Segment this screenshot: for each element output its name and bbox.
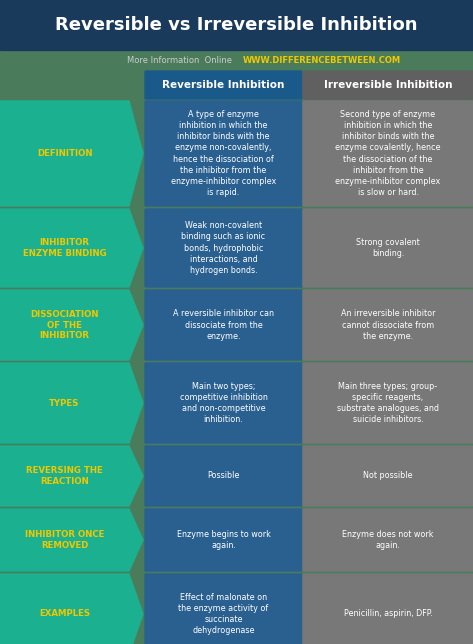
Text: Effect of malonate on
the enzyme activity of
succinate
dehydrogenase: Effect of malonate on the enzyme activit… (178, 593, 269, 635)
Text: TYPES: TYPES (49, 399, 79, 408)
Text: A type of enzyme
inhibition in which the
inhibitor binds with the
enzyme non-cov: A type of enzyme inhibition in which the… (171, 110, 276, 197)
Text: INHIBITOR ONCE
REMOVED: INHIBITOR ONCE REMOVED (25, 530, 104, 550)
FancyBboxPatch shape (145, 509, 302, 571)
Text: EXAMPLES: EXAMPLES (39, 609, 90, 618)
FancyBboxPatch shape (303, 363, 473, 443)
Polygon shape (0, 363, 143, 443)
Polygon shape (0, 290, 143, 360)
Text: Main two types;
competitive inhibition
and non-competitive
inhibition.: Main two types; competitive inhibition a… (180, 382, 267, 424)
FancyBboxPatch shape (145, 446, 302, 506)
Text: Main three types; group-
specific reagents,
substrate analogues, and
suicide inh: Main three types; group- specific reagen… (337, 382, 439, 424)
Text: Reversible Inhibition: Reversible Inhibition (162, 80, 285, 90)
Text: Possible: Possible (207, 471, 240, 480)
FancyBboxPatch shape (145, 101, 302, 206)
Text: DEFINITION: DEFINITION (37, 149, 92, 158)
FancyBboxPatch shape (303, 101, 473, 206)
Text: Irreversible Inhibition: Irreversible Inhibition (324, 80, 452, 90)
Text: An irreversible inhibitor
cannot dissociate from
the enzyme.: An irreversible inhibitor cannot dissoci… (341, 309, 435, 341)
Text: Second type of enzyme
inhibition in which the
inhibitor binds with the
enzyme co: Second type of enzyme inhibition in whic… (335, 110, 441, 197)
FancyBboxPatch shape (303, 209, 473, 287)
Text: Strong covalent
binding.: Strong covalent binding. (356, 238, 420, 258)
Text: Enzyme begins to work
again.: Enzyme begins to work again. (176, 530, 271, 550)
Polygon shape (0, 101, 143, 206)
FancyBboxPatch shape (145, 363, 302, 443)
Polygon shape (0, 209, 143, 287)
Text: REVERSING THE
REACTION: REVERSING THE REACTION (26, 466, 103, 486)
FancyBboxPatch shape (145, 71, 302, 99)
Text: DISSOCIATION
OF THE
INHIBITOR: DISSOCIATION OF THE INHIBITOR (30, 310, 99, 340)
FancyBboxPatch shape (303, 290, 473, 360)
Polygon shape (0, 509, 143, 571)
Text: Enzyme does not work
again.: Enzyme does not work again. (342, 530, 434, 550)
Polygon shape (0, 446, 143, 506)
FancyBboxPatch shape (303, 71, 473, 99)
Bar (0, 0, 473, 50)
Text: Reversible vs Irreversible Inhibition: Reversible vs Irreversible Inhibition (55, 16, 418, 34)
FancyBboxPatch shape (303, 574, 473, 644)
Text: INHIBITOR
ENZYME BINDING: INHIBITOR ENZYME BINDING (23, 238, 106, 258)
Polygon shape (0, 574, 143, 644)
FancyBboxPatch shape (145, 574, 302, 644)
Text: A reversible inhibitor can
dissociate from the
enzyme.: A reversible inhibitor can dissociate fr… (173, 309, 274, 341)
Text: Weak non-covalent
binding such as ionic
bonds, hydrophobic
interactions, and
hyd: Weak non-covalent binding such as ionic … (182, 222, 265, 275)
FancyBboxPatch shape (145, 209, 302, 287)
Text: More Information  Online: More Information Online (127, 55, 232, 64)
Text: WWW.DIFFERENCEBETWEEN.COM: WWW.DIFFERENCEBETWEEN.COM (243, 55, 401, 64)
Text: Not possible: Not possible (363, 471, 413, 480)
FancyBboxPatch shape (303, 509, 473, 571)
FancyBboxPatch shape (303, 446, 473, 506)
FancyBboxPatch shape (145, 290, 302, 360)
Text: Penicillin, aspirin, DFP.: Penicillin, aspirin, DFP. (343, 609, 432, 618)
